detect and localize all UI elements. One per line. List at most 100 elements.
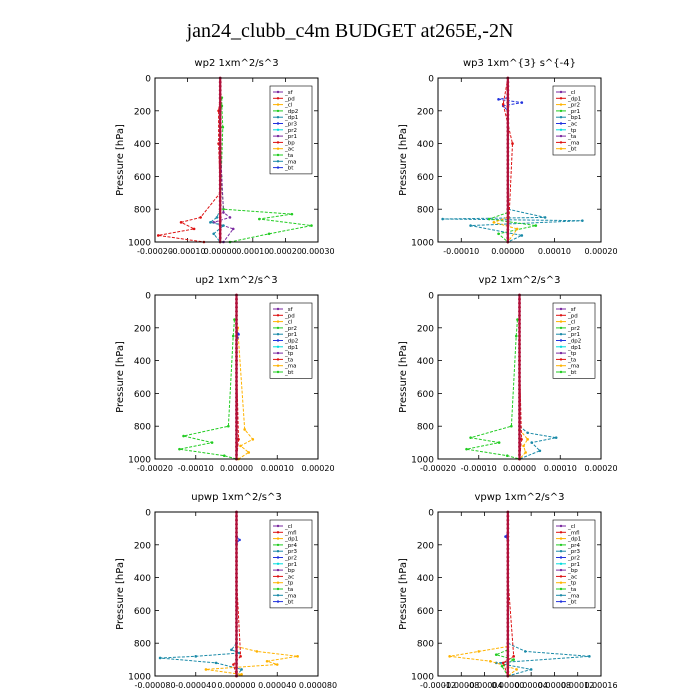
- legend-label: _pd: [567, 313, 578, 319]
- data-point: [514, 334, 518, 338]
- legend-label: _ma: [284, 159, 296, 165]
- legend-label: _ac: [567, 122, 577, 128]
- zero-profile-marker: [506, 662, 510, 666]
- zero-profile-marker: [218, 228, 222, 232]
- panel-3: up2 1xm^2/s^3 Pressure [hPa] 0 200 400 600 800…: [115, 275, 335, 473]
- figure-title: jan24_clubb_c4m BUDGET at265E,-2N: [186, 20, 514, 42]
- data-point: [501, 102, 505, 106]
- zero-profile-marker: [218, 150, 222, 154]
- legend-marker: [276, 345, 280, 348]
- zero-profile-marker: [235, 543, 238, 547]
- data-point: [239, 655, 242, 658]
- legend-label: _dp1: [567, 345, 581, 351]
- legend-marker: [276, 550, 280, 553]
- legend-label: _ta: [567, 357, 576, 363]
- zero-profile-marker: [518, 420, 521, 424]
- data-point: [214, 661, 218, 665]
- legend-marker: [559, 345, 563, 348]
- zero-profile-marker: [506, 584, 510, 588]
- zero-profile-marker: [506, 199, 510, 203]
- zero-profile-marker: [506, 547, 510, 551]
- data-point: [192, 227, 196, 231]
- legend-label: _dp2: [284, 339, 298, 345]
- legend-marker: [559, 320, 563, 323]
- zero-profile-marker: [218, 101, 222, 104]
- zero-profile-marker: [218, 154, 222, 158]
- legend-marker: [559, 134, 563, 138]
- data-point: [504, 535, 507, 538]
- legend-label: _cl: [567, 90, 576, 96]
- series-line: [220, 97, 312, 243]
- zero-profile-marker: [235, 355, 238, 358]
- x-tick-label: 0.00004: [515, 681, 548, 690]
- legend-label: _ma: [567, 140, 579, 146]
- zero-profile-marker: [518, 355, 521, 358]
- data-point: [231, 227, 235, 231]
- legend-label: _bt: [567, 147, 577, 153]
- legend-label: _ac: [284, 574, 294, 580]
- zero-profile-marker: [218, 166, 222, 170]
- y-tick-label: 1000: [128, 673, 151, 683]
- zero-profile-marker: [506, 572, 510, 575]
- zero-profile-marker: [506, 539, 510, 543]
- data-point: [232, 663, 235, 666]
- data-point: [538, 449, 542, 453]
- zero-profile-marker: [518, 301, 521, 305]
- series-line: [158, 97, 221, 243]
- zero-profile-marker: [235, 326, 238, 330]
- legend-marker: [559, 358, 563, 361]
- zero-profile-marker: [218, 142, 222, 146]
- y-tick-label: 1000: [411, 239, 434, 249]
- zero-profile-marker: [218, 236, 222, 240]
- x-tick-label: 0.000080: [299, 681, 337, 690]
- legend-marker: [559, 581, 563, 584]
- zero-profile-marker: [235, 445, 238, 449]
- zero-profile-marker: [218, 105, 222, 109]
- zero-profile-marker: [518, 330, 521, 334]
- legend-marker: [559, 556, 563, 559]
- data-point: [178, 447, 181, 451]
- legend-label: _bt: [284, 600, 294, 606]
- legend-label: _bt: [567, 370, 577, 376]
- zero-profile-marker: [506, 609, 510, 612]
- zero-profile-marker: [506, 101, 510, 104]
- legend-marker: [276, 141, 280, 144]
- x-tick-label: -0.00012: [420, 681, 456, 690]
- x-tick-label: 0.00010: [538, 247, 571, 256]
- data-point: [210, 441, 214, 444]
- zero-profile-marker: [506, 134, 510, 137]
- panel-title: wp2 1xm^2/s^3: [194, 58, 278, 69]
- zero-profile-marker: [518, 326, 521, 330]
- legend-label: _bt: [284, 166, 294, 172]
- legend-marker: [276, 320, 280, 323]
- zero-profile-marker: [235, 650, 238, 653]
- legend-label: _dp1: [284, 115, 298, 121]
- zero-profile-marker: [506, 592, 510, 596]
- panel-title: vp2 1xm^2/s^3: [479, 275, 561, 286]
- legend-marker: [559, 575, 563, 578]
- legend-label: _sf: [284, 90, 294, 96]
- zero-profile-marker: [235, 408, 238, 412]
- zero-profile-marker: [235, 670, 238, 674]
- data-point: [275, 663, 279, 666]
- data-point: [515, 227, 519, 231]
- legend-marker: [276, 351, 280, 355]
- zero-profile-marker: [506, 568, 510, 571]
- panel-title: up2 1xm^2/s^3: [195, 275, 277, 286]
- legend-marker: [276, 97, 280, 100]
- zero-profile-marker: [235, 666, 238, 670]
- y-axis-label: Pressure [hPa]: [115, 124, 126, 196]
- legend-label: _pr1: [284, 332, 297, 338]
- legend-marker: [559, 370, 563, 374]
- y-tick-label: 400: [134, 574, 151, 584]
- x-tick-label: 0.00000: [491, 681, 524, 690]
- y-tick-label: 200: [417, 324, 434, 334]
- zero-profile-marker: [218, 187, 222, 191]
- legend-marker: [559, 141, 563, 144]
- zero-profile-marker: [506, 514, 510, 518]
- zero-profile-marker: [235, 522, 238, 526]
- y-tick-label: 400: [134, 140, 151, 150]
- zero-profile-marker: [506, 166, 510, 170]
- legend-marker: [276, 364, 280, 367]
